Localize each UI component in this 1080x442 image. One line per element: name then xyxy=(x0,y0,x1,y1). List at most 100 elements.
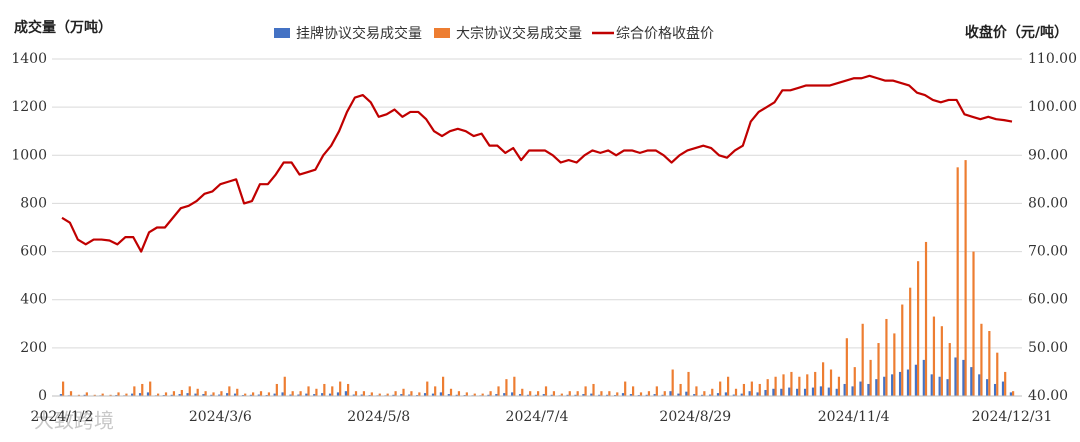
bar xyxy=(766,379,769,396)
bar xyxy=(732,394,735,396)
bar xyxy=(861,323,864,396)
bar xyxy=(606,394,609,396)
bar xyxy=(157,393,160,396)
x-tick-label: 2024/7/4 xyxy=(506,409,569,425)
bar xyxy=(336,392,340,396)
bar xyxy=(518,394,522,396)
bar xyxy=(616,392,619,396)
bar xyxy=(782,374,785,396)
bar xyxy=(315,388,318,396)
bar xyxy=(877,343,880,396)
bar xyxy=(629,394,632,396)
bar xyxy=(305,393,308,396)
bar xyxy=(708,394,712,396)
bar xyxy=(590,393,593,396)
watermark: 大致跨境 xyxy=(34,409,114,433)
y2-tick-label: 110.00 xyxy=(1028,51,1077,67)
bar xyxy=(837,376,841,396)
legend-swatch xyxy=(274,28,290,38)
bar xyxy=(859,381,862,396)
bar xyxy=(780,388,783,396)
bar xyxy=(426,381,429,396)
bar xyxy=(811,387,815,396)
bar xyxy=(170,394,173,396)
bar xyxy=(948,343,951,396)
bar xyxy=(323,383,326,396)
y-axis-title: 成交量（万吨） xyxy=(14,19,112,36)
bar xyxy=(677,393,680,396)
bar xyxy=(511,392,514,396)
bar xyxy=(59,394,62,396)
bar xyxy=(798,376,801,396)
bar xyxy=(980,323,983,396)
bar xyxy=(370,392,373,396)
bar xyxy=(1009,392,1012,396)
bar xyxy=(236,388,239,396)
bar xyxy=(481,393,484,396)
bar xyxy=(750,381,753,396)
bar xyxy=(827,387,830,396)
bar xyxy=(473,393,476,396)
bar xyxy=(909,287,912,396)
bar xyxy=(529,391,532,396)
bar xyxy=(693,394,696,396)
bar xyxy=(400,394,403,396)
bar xyxy=(544,386,548,396)
bar xyxy=(803,388,807,396)
bar xyxy=(885,318,888,396)
y2-tick-label: 90.00 xyxy=(1028,147,1068,163)
line xyxy=(61,74,1013,253)
bar xyxy=(339,381,342,396)
bar xyxy=(204,391,207,396)
bar xyxy=(906,369,910,396)
y2-axis-title: 收盘价（元/吨） xyxy=(965,24,1068,41)
bar xyxy=(608,391,611,396)
y-tick-label: 0 xyxy=(38,388,47,404)
y2-tick-label: 50.00 xyxy=(1028,340,1068,356)
bar xyxy=(703,391,706,396)
bar xyxy=(869,359,872,396)
bar xyxy=(133,386,136,396)
bar xyxy=(645,394,648,396)
bar xyxy=(497,386,500,396)
bar xyxy=(1004,371,1007,396)
bar xyxy=(218,394,221,396)
bar xyxy=(788,387,791,396)
bar xyxy=(582,394,585,396)
y2-tick-label: 70.00 xyxy=(1028,244,1068,260)
bar xyxy=(663,391,666,396)
bar xyxy=(661,394,664,396)
bar xyxy=(138,393,142,396)
bar xyxy=(503,393,506,396)
bar xyxy=(449,388,453,396)
bar xyxy=(328,393,332,396)
bar xyxy=(679,383,682,396)
bar xyxy=(442,376,445,396)
bar xyxy=(344,391,347,396)
bar xyxy=(796,388,799,396)
bar xyxy=(194,393,197,396)
bar xyxy=(576,391,579,396)
bar xyxy=(386,393,389,396)
bar xyxy=(695,386,698,396)
y2-tick-label: 100.00 xyxy=(1028,99,1077,115)
y2-tick-label: 40.00 xyxy=(1028,388,1068,404)
bar xyxy=(83,394,86,396)
bar xyxy=(447,394,450,396)
y-tick-label: 1400 xyxy=(11,51,47,67)
bar xyxy=(117,392,120,396)
bar xyxy=(289,394,292,396)
bar xyxy=(621,393,625,396)
bar xyxy=(423,393,427,396)
bar xyxy=(1001,381,1005,396)
bar xyxy=(431,393,435,396)
bar xyxy=(275,383,278,396)
bar xyxy=(917,261,920,396)
bar xyxy=(62,381,65,396)
bar xyxy=(924,241,928,396)
bar xyxy=(574,394,577,396)
bar xyxy=(378,393,381,396)
bar xyxy=(883,376,886,396)
legend-label: 综合价格收盘价 xyxy=(616,25,714,42)
